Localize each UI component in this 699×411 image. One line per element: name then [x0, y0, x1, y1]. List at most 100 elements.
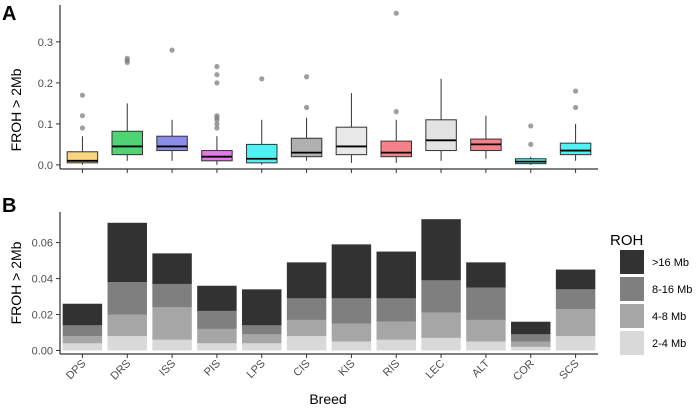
panel-b-bars [62, 219, 596, 351]
bar-segment-816mb [107, 282, 147, 315]
bar-segment-24mb [242, 343, 282, 351]
box-alt [470, 115, 502, 159]
bar-segment-24mb [331, 341, 372, 351]
bar-iss [152, 253, 192, 351]
bar-segment-48mb [376, 321, 416, 340]
bar-segment-816mb [242, 325, 282, 335]
box-lec [425, 78, 457, 161]
box-dps [66, 92, 99, 165]
panel-b-x-axis-label: Breed [309, 391, 346, 407]
box-drs [111, 55, 143, 161]
x-tick-label-cor: COR [511, 358, 537, 384]
bar-cis [286, 262, 327, 351]
bar-segment-816mb [152, 283, 192, 308]
panel-b-y-tick-label: 0.04 [32, 274, 53, 286]
bar-lps [242, 289, 282, 351]
legend-items: >16 Mb 8-16 Mb 4-8 Mb 2-4 Mb [620, 250, 692, 355]
bar-segment-24mb [62, 343, 103, 351]
bar-segment-16mb [242, 289, 282, 326]
box-body [66, 151, 99, 164]
bar-segment-48mb [466, 319, 506, 342]
bar-segment-48mb [421, 312, 461, 338]
bar-dps [62, 303, 103, 351]
bar-segment-24mb [511, 346, 551, 351]
x-tick-label-cis: CIS [291, 358, 312, 379]
bar-segment-24mb [107, 336, 147, 351]
box-outlier-point [303, 104, 310, 111]
bar-segment-16mb [286, 262, 327, 299]
panel-a-boxes [66, 10, 592, 165]
panel-b-x-ticks: DPS DRS ISS PIS LPS CIS KIS RIS LEC ALT COR SCS [64, 354, 582, 383]
box-ris [380, 10, 412, 163]
x-tick-label-pis: PIS [202, 358, 223, 379]
panel-b-y-tick-label: 0.00 [32, 346, 53, 358]
legend-label: >16 Mb [652, 257, 689, 269]
box-outlier-point [572, 104, 579, 111]
panel-b-letter: B [2, 195, 16, 217]
x-tick-label-alt: ALT [470, 357, 492, 379]
x-tick-label-ris: RIS [381, 358, 402, 379]
box-body [335, 126, 368, 156]
box-outlier-point [214, 63, 220, 70]
panel-a-y-tick-label: 0.1 [38, 119, 53, 131]
panel-a-y-ticks: 0.0 0.1 0.2 0.3 [38, 37, 60, 172]
bar-segment-816mb [376, 298, 416, 322]
box-cor [515, 123, 547, 165]
box-scs [559, 88, 592, 161]
bar-segment-816mb [286, 298, 327, 320]
box-outlier-point [528, 123, 534, 129]
box-body [380, 140, 412, 158]
bar-segment-24mb [466, 341, 506, 351]
box-outlier-point [528, 141, 534, 147]
bar-segment-24mb [197, 343, 237, 351]
box-outlier-point [572, 88, 579, 94]
box-body [156, 135, 188, 152]
bar-segment-816mb [466, 287, 506, 320]
panel-a-y-axis-label: FROH > 2Mb [8, 68, 24, 151]
bar-segment-816mb [197, 310, 237, 329]
box-pis [201, 63, 233, 165]
box-iss [156, 47, 188, 161]
bar-alt [466, 262, 506, 351]
panel-b-y-axis-label: FROH > 2Mb [8, 241, 24, 324]
bar-segment-16mb [376, 251, 416, 299]
bar-segment-48mb [331, 323, 372, 342]
box-outlier-point [259, 76, 265, 82]
box-body [559, 142, 592, 156]
panel-b: B FROH > 2Mb 0.00 0.02 0.04 0.06 DPS DRS ISS P… [2, 195, 692, 407]
bar-scs [555, 269, 596, 351]
panel-a-y-tick-label: 0.3 [38, 37, 53, 49]
bar-segment-24mb [286, 336, 327, 351]
panel-a-y-tick-label: 0.2 [38, 78, 53, 90]
x-tick-label-scs: SCS [557, 358, 581, 382]
bar-segment-16mb [197, 285, 237, 311]
legend: ROH >16 Mb 8-16 Mb 4-8 Mb 2-4 Mb [610, 232, 692, 355]
bar-segment-16mb [152, 253, 192, 284]
x-tick-label-lec: LEC [424, 358, 448, 382]
bar-segment-48mb [286, 319, 327, 337]
bar-segment-16mb [511, 321, 551, 335]
box-lps [246, 76, 278, 165]
box-body [290, 137, 323, 158]
box-body [246, 143, 278, 164]
bar-segment-816mb [555, 289, 596, 310]
bar-segment-48mb [107, 314, 147, 337]
box-outlier-point [214, 125, 220, 131]
bar-segment-24mb [421, 337, 461, 351]
bar-segment-16mb [331, 244, 372, 299]
panel-a-y-tick-label: 0.0 [38, 160, 53, 172]
box-body [201, 150, 233, 162]
x-tick-label-dps: DPS [64, 358, 88, 382]
panel-b-y-tick-label: 0.02 [32, 310, 53, 322]
bar-kis [331, 244, 372, 351]
panel-b-y-ticks: 0.00 0.02 0.04 0.06 [32, 238, 60, 358]
bar-cor [511, 321, 551, 351]
box-outlier-point [79, 125, 86, 131]
bar-segment-48mb [242, 334, 282, 344]
box-cis [290, 74, 323, 161]
legend-label: 4-8 Mb [652, 311, 686, 323]
bar-segment-48mb [197, 328, 237, 344]
bar-segment-16mb [62, 303, 103, 326]
legend-label: 8-16 Mb [652, 284, 692, 296]
